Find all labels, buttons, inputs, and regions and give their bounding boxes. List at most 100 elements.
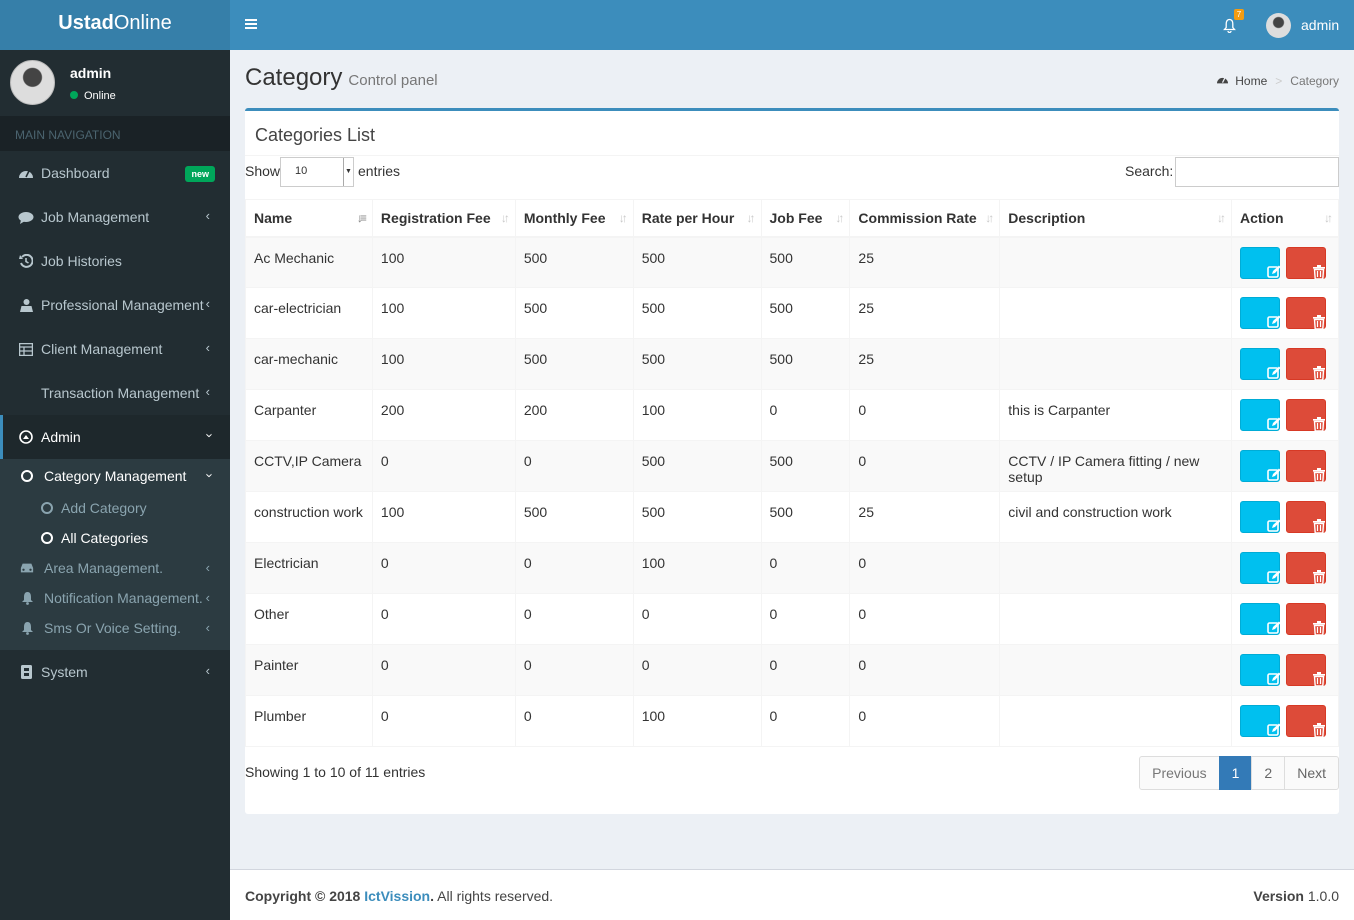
table-cell: 500 [760, 236, 851, 288]
edit-button[interactable] [1239, 654, 1281, 686]
sidebar-item-add-category[interactable]: Add Category [0, 493, 230, 523]
sidebar-item-professional-management[interactable]: Professional Management ‹ [0, 283, 230, 327]
table-cell: 500 [514, 491, 634, 543]
action-cell [1230, 287, 1340, 339]
column-header-label: Job Fee [769, 209, 823, 226]
edit-button[interactable] [1239, 450, 1281, 482]
table-cell: 0 [371, 542, 516, 594]
column-header-monthly-fee[interactable]: Monthly Fee ↓↑ [514, 199, 634, 238]
edit-button[interactable] [1239, 399, 1281, 431]
table-cell: 25 [849, 287, 1001, 339]
pagination-page-1[interactable]: 1 [1218, 756, 1253, 790]
brand-logo[interactable]: UstadOnline [0, 0, 230, 50]
delete-button[interactable] [1285, 450, 1326, 482]
chevron-down-icon: ‹ [200, 473, 216, 478]
sidebar-item-label: Sms Or Voice Setting. [44, 620, 181, 636]
server-icon [18, 664, 34, 680]
chevron-left-icon: ‹ [205, 620, 210, 635]
column-header-action[interactable]: Action ↓↑ [1230, 199, 1340, 238]
header-avatar[interactable] [1266, 13, 1291, 38]
table-cell: 200 [371, 389, 516, 441]
sidebar-toggle-icon[interactable] [245, 19, 257, 31]
delete-button[interactable] [1285, 654, 1326, 686]
table-cell [999, 695, 1232, 747]
action-cell [1230, 695, 1340, 747]
table-cell: 25 [849, 338, 1001, 390]
table-cell: 0 [760, 593, 851, 645]
table-cell: 25 [849, 236, 1001, 288]
column-header-registration-fee[interactable]: Registration Fee ↓↑ [371, 199, 516, 238]
top-navbar: 7 admin [230, 0, 1354, 50]
table-cell: 0 [514, 644, 634, 696]
column-header-label: Name [254, 209, 293, 226]
sidebar-item-area-management[interactable]: Area Management. ‹ [0, 553, 230, 583]
sidebar-item-client-management[interactable]: Client Management ‹ [0, 327, 230, 371]
sidebar-item-category-management[interactable]: Category Management ‹ [0, 459, 230, 493]
delete-button[interactable] [1285, 705, 1326, 737]
delete-button[interactable] [1285, 348, 1326, 380]
table-body: Ac Mechanic 100 500 500 500 25 car-electrician… [245, 236, 1340, 747]
edit-button[interactable] [1239, 297, 1281, 329]
delete-button[interactable] [1285, 297, 1326, 329]
breadcrumb-home[interactable]: Home [1235, 74, 1268, 88]
comments-icon [18, 209, 34, 225]
footer-copyright: Copyright © 2018 IctVission. All rights … [245, 888, 554, 904]
column-header-description[interactable]: Description ↓↑ [999, 199, 1232, 238]
edit-button[interactable] [1239, 246, 1281, 279]
sort-icon: ↓↑ [1216, 211, 1226, 225]
sort-ascending-icon: ↓≡ [356, 211, 367, 225]
sidebar-item-sms-voice-setting[interactable]: Sms Or Voice Setting. ‹ [0, 613, 230, 650]
action-cell [1230, 338, 1340, 390]
table-cell: 0 [849, 542, 1001, 594]
column-header-job-fee[interactable]: Job Fee ↓↑ [760, 199, 851, 238]
table-cell: 0 [514, 593, 634, 645]
header-username[interactable]: admin [1301, 17, 1340, 33]
column-header-rate-per-hour[interactable]: Rate per Hour ↓↑ [632, 199, 762, 238]
categories-table: Name ↓≡ Registration Fee ↓↑ Monthly Fee ↓↑ Rat… [245, 199, 1340, 747]
table-cell: 0 [760, 389, 851, 441]
sidebar-item-job-management[interactable]: Job Management ‹ [0, 195, 230, 239]
pagination-page-2[interactable]: 2 [1251, 756, 1286, 790]
table-cell: Electrician [245, 542, 373, 594]
pagination-next[interactable]: Next [1284, 756, 1339, 790]
search-input[interactable] [1175, 157, 1339, 187]
table-row: construction work 100 500 500 500 25 civil and… [245, 491, 1340, 543]
table-cell: Painter [245, 644, 373, 696]
show-label: Show [245, 163, 281, 179]
action-cell [1230, 389, 1340, 441]
column-header-commission-rate[interactable]: Commission Rate ↓↑ [849, 199, 1001, 238]
delete-button[interactable] [1285, 552, 1326, 584]
pagination-previous[interactable]: Previous [1139, 756, 1220, 790]
column-header-name[interactable]: Name ↓≡ [245, 199, 373, 238]
delete-button[interactable] [1285, 501, 1326, 533]
notifications-bell-icon[interactable] [1223, 18, 1236, 36]
edit-button[interactable] [1239, 501, 1281, 533]
table-cell: 500 [760, 440, 851, 492]
category-submenu: Add Category All Categories [0, 493, 230, 553]
edit-button[interactable] [1239, 348, 1281, 380]
table-cell: 100 [632, 389, 762, 441]
table-cell: 500 [760, 491, 851, 543]
sidebar-item-system[interactable]: System ‹ [0, 650, 230, 694]
sidebar-item-all-categories[interactable]: All Categories [0, 523, 230, 553]
entries-length-select[interactable]: 10 ▼ [280, 157, 354, 187]
sidebar-item-dashboard[interactable]: Dashboard new [0, 151, 230, 195]
footer-company-link[interactable]: IctVission [364, 888, 431, 904]
edit-button[interactable] [1239, 552, 1281, 584]
table-cell: 25 [849, 491, 1001, 543]
sidebar-item-label: Area Management. [44, 560, 164, 576]
table-cell: 0 [760, 542, 851, 594]
sidebar-item-admin[interactable]: Admin ‹ [0, 415, 230, 459]
table-cell: 500 [760, 338, 851, 390]
edit-button[interactable] [1239, 603, 1281, 635]
sidebar-item-transaction-management[interactable]: Transaction Management ‹ [0, 371, 230, 415]
chevron-left-icon: ‹ [205, 590, 210, 605]
table-cell: civil and construction work [999, 491, 1232, 543]
edit-button[interactable] [1239, 705, 1281, 737]
delete-button[interactable] [1285, 603, 1326, 635]
delete-button[interactable] [1285, 399, 1326, 431]
sidebar-item-notification-management[interactable]: Notification Management. ‹ [0, 583, 230, 613]
delete-button[interactable] [1285, 246, 1326, 279]
bell-icon [20, 621, 34, 635]
sidebar-item-job-histories[interactable]: Job Histories [0, 239, 230, 283]
